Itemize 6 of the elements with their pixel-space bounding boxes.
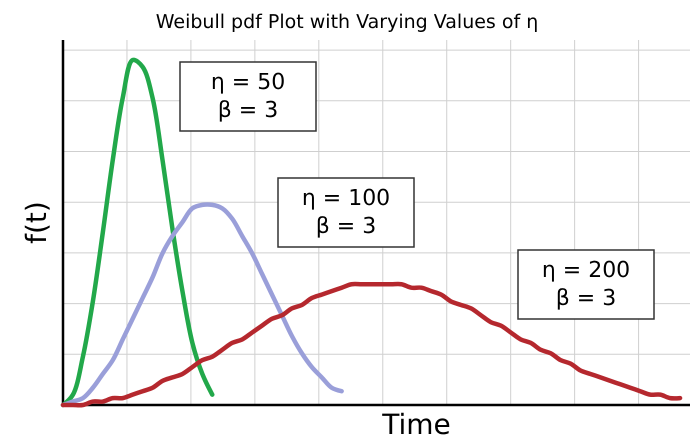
text: η = 50 β = 3 [210,70,286,123]
x-axis-title: Time [381,408,451,439]
series-label: η = 200 β = 3 [542,258,630,311]
chart-title: Weibull pdf Plot with Varying Values of η [156,11,538,33]
text: η = 100 β = 3 [302,186,390,239]
y-axis-title: f(t) [20,201,53,244]
